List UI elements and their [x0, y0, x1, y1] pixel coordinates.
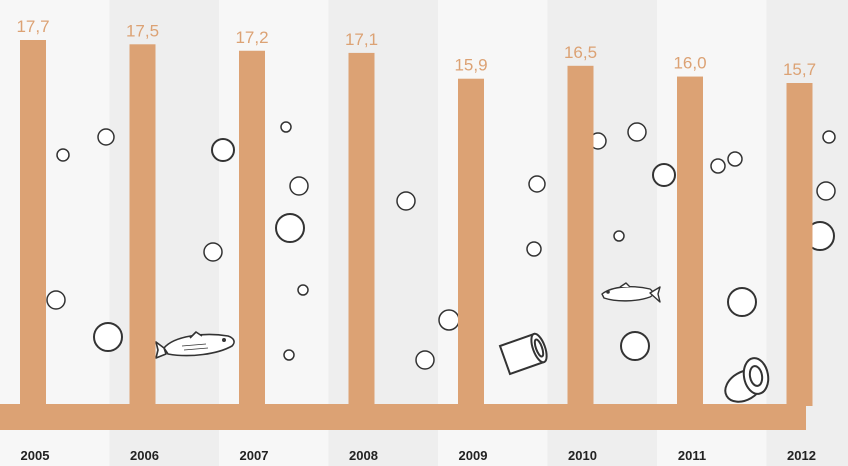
- bubble-icon: [710, 158, 726, 174]
- value-labels: 17,7 17,5 17,2 17,1 15,9 16,5 16,0 15,7: [16, 17, 816, 79]
- baseline-bar: [0, 404, 806, 430]
- value-label: 15,9: [454, 56, 487, 75]
- bubble-icon: [528, 175, 546, 193]
- year-label: 2007: [240, 448, 269, 463]
- bar: [677, 76, 703, 407]
- value-label: 17,1: [345, 30, 378, 49]
- value-label: 15,7: [783, 60, 816, 79]
- bubble-icon: [526, 241, 542, 257]
- bubble-icon: [438, 309, 460, 331]
- value-label: 17,5: [126, 21, 159, 40]
- fish-icon: [155, 331, 235, 359]
- bar: [348, 52, 375, 407]
- value-label: 16,0: [673, 54, 706, 73]
- year-label: 2008: [349, 448, 378, 463]
- bar: [20, 40, 46, 406]
- bubble-icon: [627, 122, 647, 142]
- background-band: [438, 0, 549, 466]
- year-label: 2009: [459, 448, 488, 463]
- background-band: [0, 0, 111, 466]
- tuna-can-icon: [724, 357, 770, 403]
- background-band: [219, 0, 330, 466]
- bubble-icon: [613, 230, 625, 242]
- bubble-icon: [727, 151, 743, 167]
- bubble-icon: [297, 284, 309, 296]
- bubble-icon: [283, 349, 295, 361]
- background-band: [547, 0, 658, 466]
- can-icon: [498, 332, 548, 376]
- bar: [567, 65, 594, 407]
- fish-icon: [601, 282, 661, 303]
- bar: [458, 78, 484, 406]
- bubble-icon: [620, 331, 650, 361]
- bars: [20, 40, 813, 407]
- background-band: [109, 0, 220, 466]
- year-label: 2011: [678, 448, 706, 463]
- background-band: [328, 0, 439, 466]
- year-label: 2012: [787, 448, 816, 463]
- year-labels: 2005 2006 2007 2008 2009 2010 2011 2012: [21, 448, 816, 463]
- year-label: 2010: [568, 448, 597, 463]
- bubble-icon: [203, 242, 223, 262]
- bubble-decorations: [46, 121, 836, 370]
- year-label: 2006: [130, 448, 159, 463]
- bubble-icon: [46, 290, 66, 310]
- value-label: 16,5: [564, 43, 597, 62]
- bubble-icon: [280, 121, 292, 133]
- bubble-icon: [652, 163, 676, 187]
- bar: [239, 50, 265, 406]
- value-label: 17,7: [16, 17, 49, 36]
- bubble-icon: [93, 322, 123, 352]
- bubble-icon: [396, 191, 416, 211]
- bubble-icon: [816, 181, 836, 201]
- bubble-icon: [56, 148, 70, 162]
- bubble-icon: [211, 138, 235, 162]
- bubble-icon: [415, 350, 435, 370]
- bubble-icon: [822, 130, 836, 144]
- year-label: 2005: [21, 448, 50, 463]
- bubble-icon: [275, 213, 305, 243]
- value-label: 17,2: [235, 28, 268, 47]
- bubble-icon: [289, 176, 309, 196]
- bar: [129, 44, 156, 407]
- bar: [786, 83, 813, 406]
- bubble-icon: [727, 287, 757, 317]
- bubble-icon: [97, 128, 115, 146]
